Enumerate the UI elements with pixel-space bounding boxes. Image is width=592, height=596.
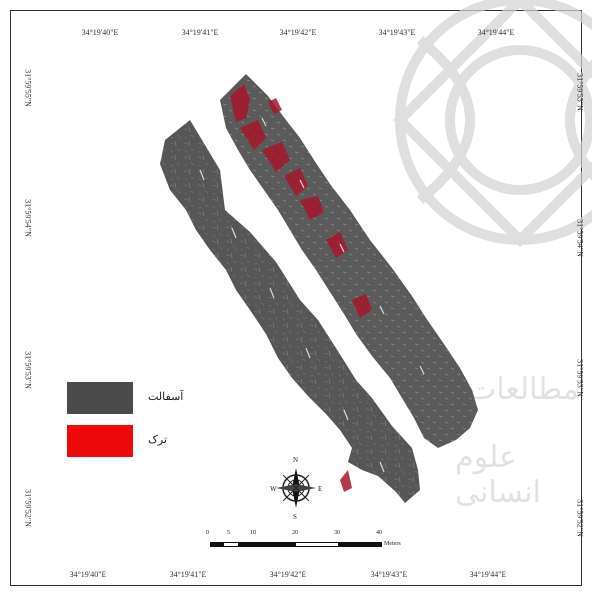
bottom-tick-3: 34°19'42"E [269, 570, 307, 579]
legend-label-crack: ترک [148, 434, 167, 446]
top-tick-2: 34°19'41"E [181, 28, 219, 37]
scale-bar [210, 536, 382, 550]
watermark-text-1: مطالعات [468, 373, 579, 406]
bottom-tick-1: 34°19'40"E [69, 570, 107, 579]
compass-n-label: N [293, 456, 299, 464]
compass-w-label: W [270, 485, 277, 493]
legend-label-asphalt: آسفالت [148, 391, 184, 403]
legend-swatch-crack [67, 425, 133, 457]
scale-label-30: 30 [334, 530, 340, 536]
bottom-tick-4: 34°19'43"E [370, 570, 408, 579]
compass-s-label: S [293, 513, 297, 521]
watermark-text-2: علوم انسانی [455, 441, 541, 509]
asphalt-strip-left [160, 120, 420, 503]
scale-unit: Meters [384, 541, 401, 547]
scale-label-40: 40 [376, 530, 382, 536]
top-tick-4: 34°19'43"E [378, 28, 416, 37]
crack-overlays [230, 84, 372, 492]
compass-e-label: E [318, 485, 323, 493]
bottom-tick-5: 34°19'44"E [469, 570, 507, 579]
top-tick-3: 34°19'42"E [279, 28, 317, 37]
top-tick-1: 34°19'40"E [81, 28, 119, 37]
scale-label-5: 5 [227, 530, 230, 536]
lane-markings [199, 117, 425, 473]
legend-swatch-asphalt [67, 382, 133, 414]
scale-label-10: 10 [250, 530, 256, 536]
scale-label-20: 20 [292, 530, 298, 536]
scale-label-0: 0 [206, 530, 209, 536]
asphalt-strip-right [220, 74, 478, 448]
top-tick-5: 34°19'44"E [477, 28, 515, 37]
bottom-tick-2: 34°19'41"E [169, 570, 207, 579]
